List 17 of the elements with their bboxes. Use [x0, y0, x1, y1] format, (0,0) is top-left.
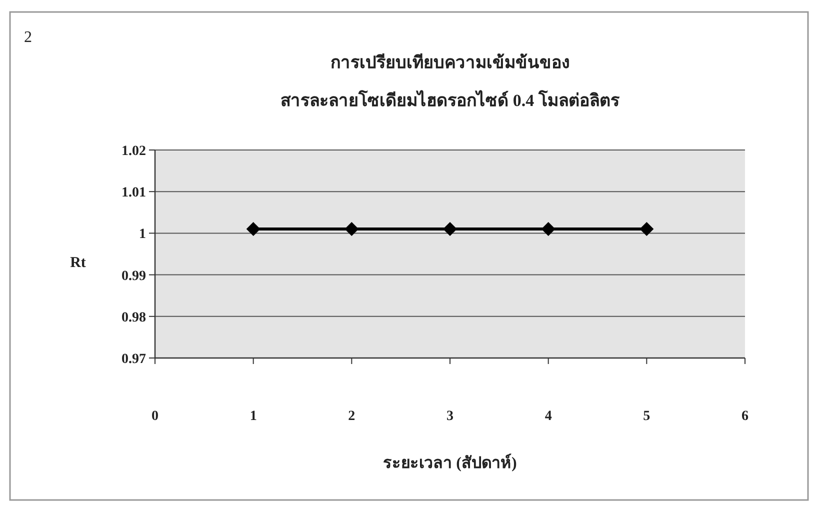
y-tick-label: 1	[139, 227, 146, 242]
x-tick-label: 1	[250, 409, 257, 424]
y-tick-label: 0.97	[122, 352, 146, 367]
y-tick-label: 1.01	[122, 186, 146, 201]
y-tick-label: 0.98	[122, 310, 146, 326]
x-tick-label: 6	[742, 409, 748, 424]
x-tick-label: 2	[348, 409, 356, 424]
y-tick-label: 1.02	[122, 144, 146, 159]
x-tick-label: 0	[152, 409, 158, 424]
x-tick-label: 3	[446, 409, 454, 424]
y-tick-label: 0.99	[122, 268, 146, 284]
chart-title: การเปรียบเทียบความเข้มข้นของ สารละลายโซเดียมไฮดรอกไซด์ 0.4 โมลต่อลิตร	[280, 52, 620, 110]
x-axis-title: ระยะเวลา (สัปดาห์)	[383, 453, 517, 472]
y-axis-title: Rt	[70, 255, 86, 271]
text: 2	[24, 29, 32, 46]
x-tick-label: 5	[643, 409, 650, 424]
x-tick-label: 4	[544, 409, 552, 424]
